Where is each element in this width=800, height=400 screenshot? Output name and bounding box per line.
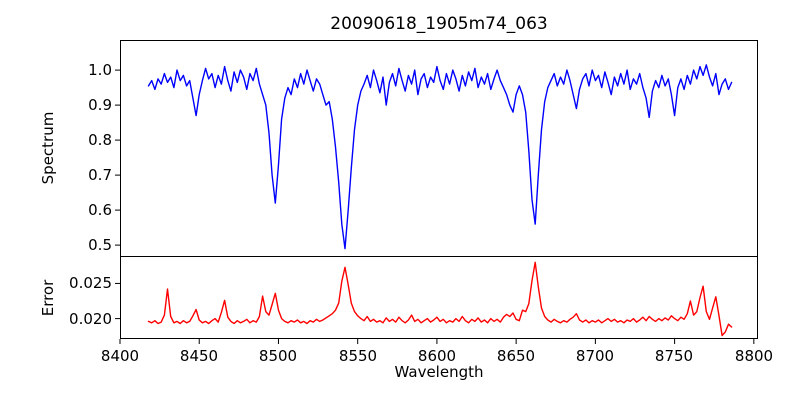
- y-tick-label-1.0: 1.0: [88, 61, 112, 79]
- x-tick-label-8400: 8400: [100, 347, 140, 365]
- x-tick-label-8700: 8700: [575, 347, 615, 365]
- y-tick-label-0.7: 0.7: [88, 166, 112, 184]
- y-tick-label-0.025: 0.025: [69, 274, 112, 292]
- x-axis-label: Wavelength: [394, 363, 484, 381]
- x-tick-label-8500: 8500: [258, 347, 298, 365]
- chart-title: 20090618_1905m74_063: [330, 14, 548, 34]
- x-tick-label-8600: 8600: [417, 347, 457, 365]
- x-tick-label-8800: 8800: [734, 347, 774, 365]
- error-y-axis-label: Error: [39, 279, 57, 317]
- x-tick-label-8650: 8650: [496, 347, 536, 365]
- y-tick-label-0.8: 0.8: [88, 131, 112, 149]
- spectrum-axes-frame: [120, 40, 758, 257]
- error-axes-frame: [120, 256, 758, 339]
- y-tick-label-0.020: 0.020: [69, 310, 112, 328]
- x-tick-marks: [119, 339, 755, 344]
- spectrum-y-axis-label: Spectrum: [39, 111, 57, 185]
- x-tick-label-8550: 8550: [338, 347, 378, 365]
- y-tick-label-0.6: 0.6: [88, 201, 112, 219]
- x-tick-label-8750: 8750: [654, 347, 694, 365]
- y-tick-label-0.9: 0.9: [88, 96, 112, 114]
- x-tick-label-8450: 8450: [179, 347, 219, 365]
- y-tick-label-0.5: 0.5: [88, 236, 112, 254]
